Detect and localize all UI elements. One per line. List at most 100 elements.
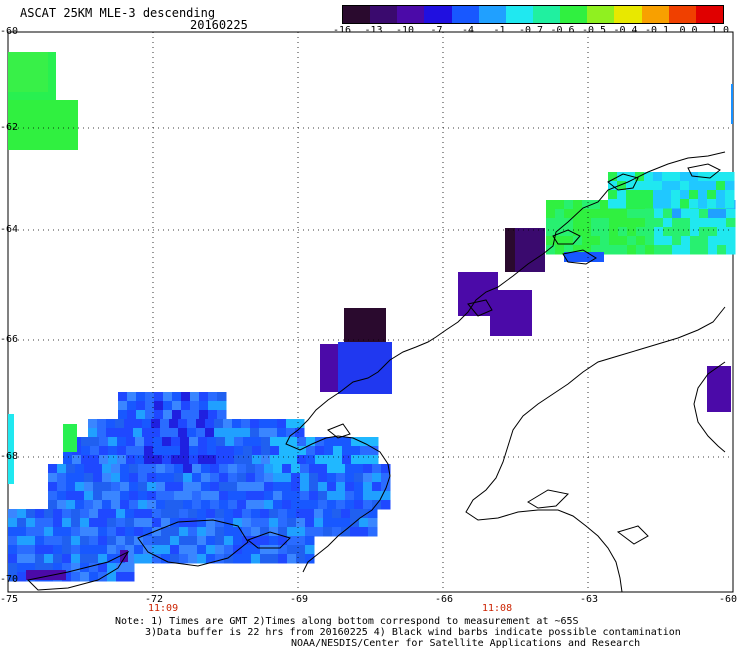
map-title: ASCAT 25KM MLE-3 descending	[20, 6, 216, 20]
data-cell	[662, 190, 672, 200]
data-cell	[251, 554, 261, 564]
data-cell	[57, 464, 67, 474]
data-cell	[717, 245, 727, 255]
data-cell	[241, 419, 251, 429]
data-cell	[219, 482, 229, 492]
data-cell	[243, 455, 253, 465]
data-cell	[707, 366, 731, 412]
data-cell	[591, 209, 601, 219]
data-cell	[363, 473, 373, 483]
data-cell	[259, 419, 269, 429]
data-cell	[698, 190, 708, 200]
data-cell	[309, 500, 319, 510]
data-cell	[17, 518, 27, 528]
data-cell	[165, 500, 175, 510]
data-cell	[133, 419, 143, 429]
data-cell	[147, 482, 157, 492]
data-cell	[165, 464, 175, 474]
data-cell	[154, 410, 164, 420]
data-cell	[546, 209, 556, 219]
colorbar-label: -7	[430, 25, 443, 36]
data-cell	[129, 464, 139, 474]
longitude-label: -66	[435, 594, 454, 605]
data-cell	[8, 518, 18, 528]
coastline-ice-shelf	[693, 361, 726, 453]
data-cell	[250, 419, 260, 429]
data-cell	[300, 500, 310, 510]
island-5	[467, 299, 493, 317]
data-cell	[671, 172, 681, 182]
data-cell	[147, 464, 157, 474]
data-cell	[136, 410, 146, 420]
data-cell	[689, 190, 699, 200]
island-3	[552, 229, 581, 245]
data-cell	[183, 473, 193, 483]
data-cell	[199, 392, 209, 402]
data-cell	[369, 455, 379, 465]
data-cell	[206, 536, 216, 546]
data-cell	[368, 527, 378, 537]
colorbar-segment	[451, 6, 479, 23]
data-cell	[84, 500, 94, 510]
data-cell	[156, 500, 166, 510]
data-cell	[305, 536, 315, 546]
data-cell	[618, 236, 628, 246]
data-cell	[102, 482, 112, 492]
data-cell	[116, 518, 126, 528]
data-cell	[228, 473, 238, 483]
data-cell	[708, 245, 718, 255]
data-cell	[261, 446, 271, 456]
data-cell	[111, 500, 121, 510]
data-cell	[654, 227, 664, 237]
data-cell	[160, 419, 170, 429]
data-cell	[181, 401, 191, 411]
latitude-label: -60	[0, 26, 19, 37]
data-cell	[93, 473, 103, 483]
data-cell	[75, 482, 85, 492]
data-cell	[205, 428, 215, 438]
data-cell	[234, 446, 244, 456]
data-cell	[153, 446, 163, 456]
data-cell	[53, 545, 63, 555]
data-cell	[180, 446, 190, 456]
data-cell	[324, 455, 334, 465]
data-cell	[199, 401, 209, 411]
data-cell	[708, 209, 718, 219]
data-cell	[681, 227, 691, 237]
data-cell	[107, 518, 117, 528]
data-cell	[372, 491, 382, 501]
data-cell	[381, 473, 391, 483]
data-cell	[260, 554, 270, 564]
data-cell	[251, 545, 261, 555]
data-cell	[115, 428, 125, 438]
data-cell	[246, 473, 256, 483]
data-cell	[163, 392, 173, 402]
map-area	[7, 31, 736, 593]
data-cell	[216, 455, 226, 465]
data-cell	[116, 509, 126, 519]
data-cell	[165, 473, 175, 483]
data-cell	[111, 464, 121, 474]
data-cell	[306, 455, 316, 465]
data-cell	[318, 500, 328, 510]
data-cell	[188, 554, 198, 564]
data-cell	[327, 473, 337, 483]
data-cell	[17, 527, 27, 537]
data-cell	[208, 410, 218, 420]
map-canvas	[7, 31, 736, 593]
data-cell	[215, 509, 225, 519]
data-cell	[320, 344, 338, 392]
data-cell	[135, 437, 145, 447]
data-cell	[645, 236, 655, 246]
data-cell	[699, 245, 709, 255]
data-cell	[261, 437, 271, 447]
data-cell	[363, 491, 373, 501]
data-cell	[225, 437, 235, 447]
data-cell	[372, 464, 382, 474]
data-cell	[102, 491, 112, 501]
data-cell	[287, 518, 297, 528]
data-cell	[129, 482, 139, 492]
data-cell	[716, 190, 726, 200]
data-cell	[626, 172, 636, 182]
data-cell	[663, 236, 673, 246]
